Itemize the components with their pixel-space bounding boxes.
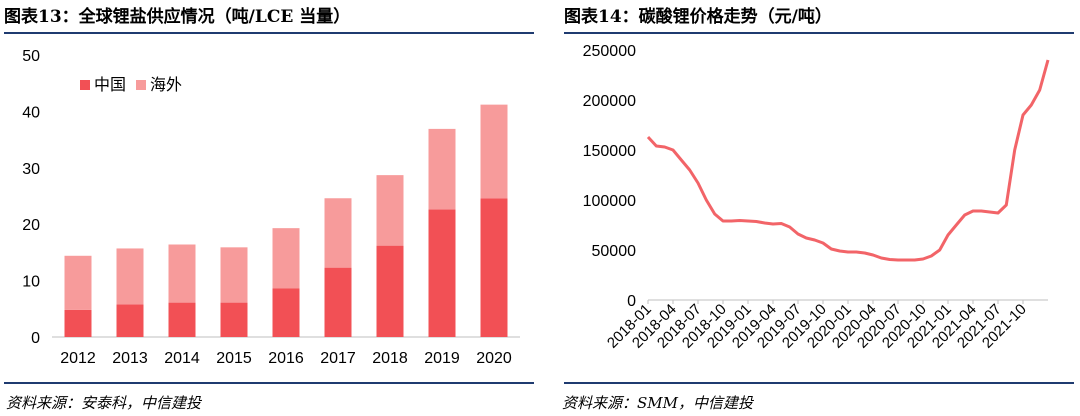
- price-figure-title: 图表14：碳酸锂价格走势（元/吨）: [564, 7, 832, 27]
- supply-figure-title: 图表13：全球锂盐供应情况（吨/LCE 当量）: [4, 7, 351, 27]
- legend-swatch-overseas: [136, 80, 146, 90]
- bar-overseas-2015: [220, 247, 248, 303]
- bar-overseas-2016: [272, 228, 300, 289]
- x-tick-label: 2015: [216, 350, 252, 367]
- price-source-note: 资料来源：SMM，中信建投: [562, 394, 753, 412]
- bar-china-2016: [272, 288, 300, 337]
- bar-china-2017: [324, 267, 352, 337]
- bar-overseas-2018: [376, 175, 404, 246]
- legend-swatch-china: [80, 80, 90, 90]
- y-tick-label: 100000: [583, 193, 636, 210]
- footer-rule: [564, 382, 1074, 384]
- y-tick-label: 0: [31, 330, 40, 347]
- y-tick-label: 50000: [592, 243, 637, 260]
- bar-overseas-2014: [168, 244, 196, 303]
- y-tick-label: 0: [627, 293, 636, 310]
- price-line-chart: 0500001000001500002000002500002018-01201…: [583, 43, 1050, 352]
- price-figure: 图表14：碳酸锂价格走势（元/吨） 0 50000 100000 150000 2000…: [560, 0, 1080, 416]
- y-tick-label: 40: [22, 104, 40, 121]
- x-tick-label: 2019: [424, 350, 460, 367]
- x-tick-label: 2014: [164, 350, 200, 367]
- y-tick-label: 200000: [583, 93, 636, 110]
- legend-label-china: 中国: [94, 76, 126, 94]
- legend-label-overseas: 海外: [150, 76, 182, 94]
- bar-china-2019: [428, 209, 456, 337]
- y-tick-label: 20: [22, 217, 40, 234]
- title-rule: [564, 32, 1074, 34]
- x-tick-label: 2016: [268, 350, 304, 367]
- bar-china-2012: [64, 309, 92, 337]
- supply-figure: 图表13：全球锂盐供应情况（吨/LCE 当量） 0 10 20 30 40 50 2012 2…: [4, 7, 534, 412]
- y-tick-label: 50: [22, 48, 40, 65]
- x-tick-label: 2013: [112, 350, 148, 367]
- bar-overseas-2017: [324, 198, 352, 268]
- y-tick-label: 30: [22, 161, 40, 178]
- x-tick-label: 2017: [320, 350, 356, 367]
- x-tick-label: 2012: [60, 350, 96, 367]
- bar-china-2015: [220, 302, 248, 337]
- bar-china-2020: [480, 198, 508, 337]
- y-tick-label: 250000: [583, 43, 636, 60]
- y-tick-label: 150000: [583, 143, 636, 160]
- y-tick-label: 10: [22, 274, 40, 291]
- title-rule: [4, 32, 534, 34]
- bar-china-2013: [116, 304, 144, 337]
- bar-overseas-2013: [116, 248, 144, 305]
- bar-overseas-2020: [480, 104, 508, 199]
- bar-overseas-2012: [64, 255, 92, 310]
- x-tick-label: 2018: [372, 350, 408, 367]
- price-series-line: [646, 59, 1050, 262]
- footer-rule: [4, 382, 534, 384]
- supply-bar-chart: 0 10 20 30 40 50 2012 2013 2014 2015 2016 2017 2018 2…: [22, 48, 520, 367]
- bar-china-2014: [168, 302, 196, 337]
- bar-overseas-2019: [428, 128, 456, 210]
- bar-china-2018: [376, 245, 404, 337]
- x-tick-label: 2020: [476, 350, 512, 367]
- supply-source-note: 资料来源：安泰科，中信建投: [6, 394, 202, 412]
